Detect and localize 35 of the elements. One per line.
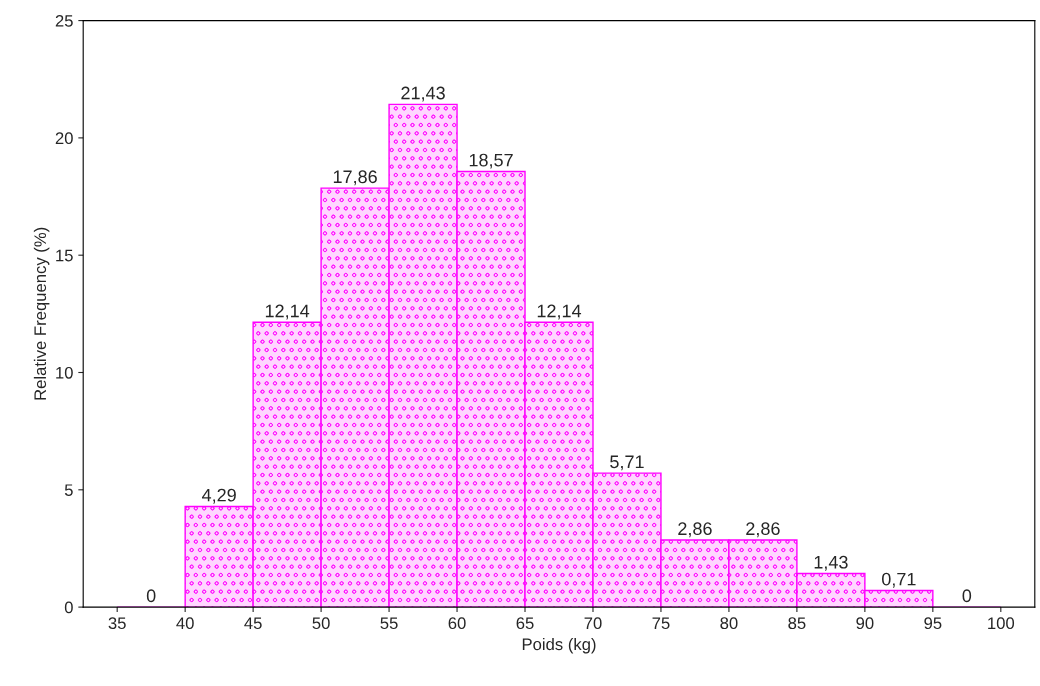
x-tick-label: 60 <box>448 617 466 630</box>
y-tick-label: 0 <box>64 601 73 614</box>
data-label: 12,14 <box>537 304 582 320</box>
data-label: 0 <box>962 589 972 603</box>
x-tick-label: 80 <box>720 617 738 630</box>
x-tick-label: 45 <box>244 617 262 630</box>
data-label: 18,57 <box>469 153 513 169</box>
x-tick-label: 55 <box>380 617 398 630</box>
y-axis-title: Relative Frequency (%) <box>33 227 50 400</box>
data-label: 1,43 <box>814 555 848 571</box>
data-label: 17,86 <box>333 170 377 186</box>
data-label: 0 <box>146 589 156 603</box>
x-tick-label: 85 <box>788 617 806 630</box>
x-tick-label: 50 <box>312 617 330 630</box>
data-label: 21,43 <box>401 86 445 102</box>
x-tick-label: 70 <box>584 617 602 630</box>
y-tick-label: 5 <box>64 484 73 497</box>
x-tick-label: 95 <box>924 617 942 630</box>
x-tick-label: 75 <box>652 617 670 630</box>
y-tick-label: 10 <box>56 366 73 379</box>
x-tick-label: 65 <box>516 617 534 630</box>
y-tick-label: 25 <box>55 14 73 27</box>
data-label: 12,14 <box>265 304 310 320</box>
x-tick-label: 100 <box>988 617 1015 630</box>
data-label: 2,86 <box>678 522 712 538</box>
data-label: 4,29 <box>201 488 236 504</box>
x-tick-label: 40 <box>176 617 194 630</box>
y-tick-label: 15 <box>56 249 73 262</box>
data-label: 0,71 <box>881 572 916 588</box>
x-axis-title: Poids (kg) <box>522 637 596 654</box>
data-label: 5,71 <box>610 455 644 471</box>
x-tick-label: 90 <box>856 617 874 630</box>
data-label: 2,86 <box>746 522 780 538</box>
y-tick-label: 20 <box>55 132 73 145</box>
x-tick-label: 35 <box>108 617 126 630</box>
